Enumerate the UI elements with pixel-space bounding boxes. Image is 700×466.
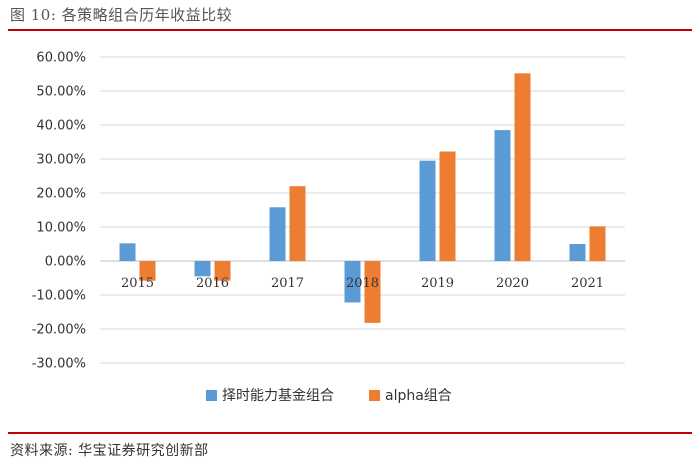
figure-title: 图 10: 各策略组合历年收益比较 — [10, 6, 233, 24]
bar — [269, 207, 286, 261]
y-tick-label: 0.00% — [45, 255, 86, 270]
bar — [214, 261, 231, 281]
bar — [139, 261, 156, 281]
x-tick-label: 2020 — [496, 276, 529, 291]
x-tick-label: 2017 — [271, 276, 304, 291]
bar — [344, 261, 361, 303]
legend-label: alpha组合 — [385, 388, 452, 404]
legend: 择时能力基金组合 alpha组合 — [206, 387, 452, 404]
y-tick-label: 30.00% — [36, 153, 86, 168]
x-tick-label: 2021 — [571, 276, 604, 291]
bar — [589, 226, 606, 261]
y-tick-label: -30.00% — [32, 357, 86, 372]
bar — [194, 261, 211, 277]
x-tick-label: 2019 — [421, 276, 454, 291]
bar — [514, 73, 531, 261]
source-note: 资料来源: 华宝证券研究创新部 — [10, 443, 209, 459]
chart: 60.00% 50.00% 40.00% 30.00% 20.00% 10.00% 0.00… — [32, 51, 625, 404]
bar — [419, 160, 436, 261]
y-tick-label: 40.00% — [36, 119, 86, 134]
bottom-rule — [8, 432, 692, 434]
y-tick-label: -10.00% — [32, 289, 86, 304]
y-tick-label: -20.00% — [32, 323, 86, 338]
bar — [439, 151, 456, 261]
bar — [569, 244, 586, 261]
y-tick-label: 10.00% — [36, 221, 86, 236]
x-tick-label: 2015 — [121, 276, 154, 291]
top-rule — [8, 29, 692, 31]
y-tick-label: 20.00% — [36, 187, 86, 202]
bar — [494, 130, 511, 261]
bar — [289, 186, 306, 261]
y-tick-label: 60.00% — [36, 51, 86, 66]
legend-label: 择时能力基金组合 — [222, 387, 334, 404]
bar — [119, 243, 136, 261]
x-tick-label: 2016 — [196, 276, 229, 291]
x-tick-label: 2018 — [346, 276, 379, 291]
legend-swatch — [369, 390, 380, 401]
y-tick-label: 50.00% — [36, 85, 86, 100]
legend-swatch — [206, 390, 217, 401]
bar — [364, 261, 381, 323]
